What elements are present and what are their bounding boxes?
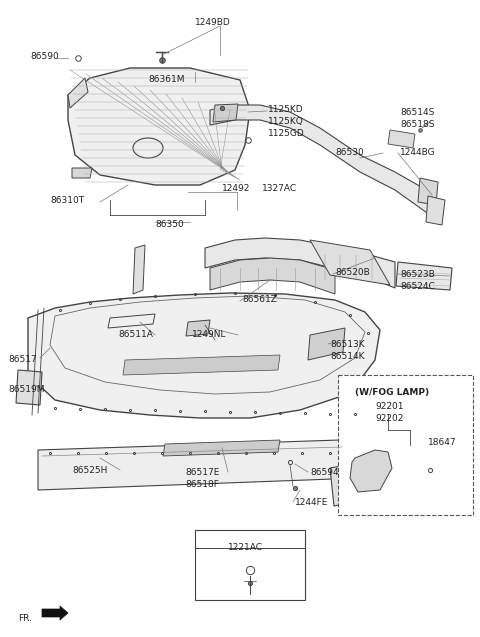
Polygon shape	[418, 178, 438, 205]
Text: 86517E: 86517E	[185, 468, 219, 477]
Text: FR.: FR.	[18, 614, 32, 623]
Text: 86524C: 86524C	[400, 282, 435, 291]
Text: 18647: 18647	[428, 438, 456, 447]
Text: 1221AC: 1221AC	[228, 543, 263, 552]
Text: 86520B: 86520B	[335, 268, 370, 277]
Polygon shape	[350, 450, 392, 492]
Text: 1125KQ: 1125KQ	[268, 117, 304, 126]
Polygon shape	[205, 238, 395, 288]
Polygon shape	[123, 355, 280, 375]
Text: 86518S: 86518S	[400, 120, 434, 129]
Polygon shape	[186, 320, 210, 336]
Text: (W/FOG LAMP): (W/FOG LAMP)	[355, 388, 429, 397]
Polygon shape	[38, 440, 365, 490]
Text: 86511A: 86511A	[118, 330, 153, 339]
FancyBboxPatch shape	[338, 375, 473, 515]
FancyBboxPatch shape	[195, 530, 305, 600]
Polygon shape	[310, 240, 390, 285]
Polygon shape	[210, 258, 335, 294]
Polygon shape	[388, 130, 415, 148]
Polygon shape	[42, 606, 68, 620]
Text: 86590: 86590	[30, 52, 59, 61]
Polygon shape	[133, 245, 145, 294]
Text: 1249NL: 1249NL	[192, 330, 227, 339]
Text: 1125KD: 1125KD	[268, 105, 304, 114]
Text: 86350: 86350	[155, 220, 184, 229]
Text: 86517: 86517	[8, 355, 37, 364]
Text: 1327AC: 1327AC	[262, 184, 297, 193]
Polygon shape	[72, 168, 92, 178]
Text: 12492: 12492	[222, 184, 251, 193]
Polygon shape	[213, 104, 238, 122]
Text: 86514K: 86514K	[330, 352, 364, 361]
Text: 86518F: 86518F	[185, 480, 219, 489]
Polygon shape	[68, 68, 250, 185]
Text: 86525H: 86525H	[72, 466, 108, 475]
Polygon shape	[68, 78, 88, 108]
Polygon shape	[426, 196, 445, 225]
Polygon shape	[16, 370, 42, 405]
Text: 1125GD: 1125GD	[268, 129, 305, 138]
Polygon shape	[163, 440, 280, 456]
Polygon shape	[330, 462, 368, 506]
Text: 86514S: 86514S	[400, 108, 434, 117]
Text: 92202: 92202	[375, 414, 403, 423]
Text: 86561Z: 86561Z	[242, 295, 277, 304]
Text: 86594: 86594	[310, 468, 338, 477]
Polygon shape	[308, 328, 345, 360]
Text: 86523B: 86523B	[400, 270, 435, 279]
Text: 1249BD: 1249BD	[195, 18, 231, 27]
Polygon shape	[210, 105, 430, 215]
Text: 86513K: 86513K	[330, 340, 365, 349]
Text: 86530: 86530	[335, 148, 364, 157]
Text: 1244BG: 1244BG	[400, 148, 436, 157]
Polygon shape	[28, 293, 380, 418]
Text: 86519M: 86519M	[8, 385, 45, 394]
Text: 86361M: 86361M	[148, 75, 184, 84]
Text: 1244FE: 1244FE	[295, 498, 328, 507]
Text: 92201: 92201	[375, 402, 404, 411]
Polygon shape	[396, 262, 452, 290]
Text: 86310T: 86310T	[50, 196, 84, 205]
